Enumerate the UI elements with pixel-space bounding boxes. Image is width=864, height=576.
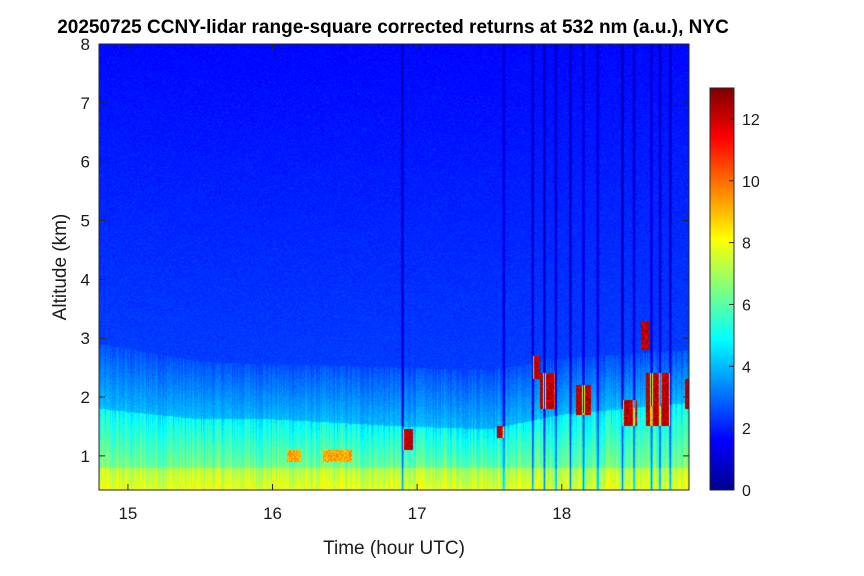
x-axis: 15 16 17 18 — [118, 44, 571, 523]
x-axis-label: Time (hour UTC) — [323, 538, 465, 559]
x-tick-label: 16 — [263, 504, 282, 523]
colorbar: 0 2 4 6 8 10 12 — [709, 87, 760, 500]
chart-title: 20250725 CCNY-lidar range-square correct… — [57, 17, 729, 38]
lidar-heatmap — [99, 44, 689, 490]
colorbar-tick-label: 2 — [742, 421, 751, 438]
heatmap-plot-area — [98, 43, 690, 491]
colorbar-tick-label: 12 — [742, 112, 760, 129]
colorbar-tick-label: 8 — [742, 236, 751, 253]
y-tick-label: 3 — [81, 329, 90, 348]
y-axis-label: Altitude (km) — [50, 214, 71, 321]
colorbar-tick-label: 10 — [742, 174, 760, 191]
y-tick-label: 7 — [81, 94, 90, 113]
colorbar-tick-label: 0 — [742, 483, 751, 500]
y-tick-label: 1 — [81, 447, 90, 466]
y-tick-label: 2 — [81, 388, 90, 407]
x-tick-label: 18 — [552, 504, 571, 523]
colorbar-tick-label: 6 — [742, 297, 751, 314]
x-tick-label: 15 — [118, 504, 137, 523]
colorbar-frame — [709, 87, 735, 491]
y-axis: 1 2 3 4 5 6 7 8 — [81, 35, 689, 466]
y-tick-label: 8 — [81, 35, 90, 54]
colorbar-tick-label: 4 — [742, 359, 751, 376]
colorbar-gradient — [710, 88, 734, 490]
y-tick-label: 5 — [81, 212, 90, 231]
y-tick-label: 6 — [81, 153, 90, 172]
y-tick-label: 4 — [81, 270, 90, 289]
colorbar-ticks: 0 2 4 6 8 10 12 — [729, 112, 760, 500]
plot-frame — [98, 43, 690, 491]
x-tick-label: 17 — [408, 504, 427, 523]
